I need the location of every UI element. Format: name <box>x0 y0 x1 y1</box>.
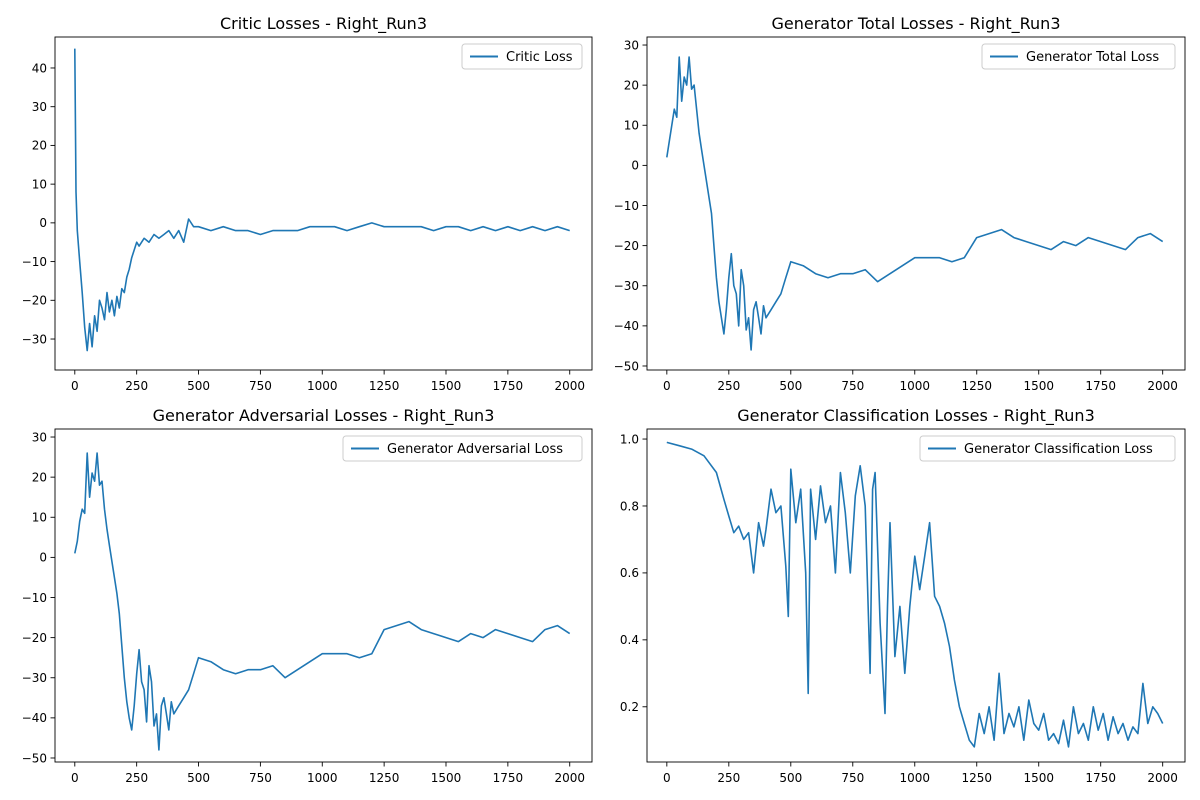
x-tick-label: 1750 <box>493 771 524 785</box>
plot-frame <box>54 428 593 763</box>
y-tick-label: 10 <box>32 511 47 525</box>
x-tick-label: 250 <box>125 771 148 785</box>
x-tick-label: 250 <box>125 379 148 393</box>
plot-frame <box>646 36 1186 371</box>
x-tick-label: 250 <box>717 379 740 393</box>
chart-title: Critic Losses - Right_Run3 <box>220 14 427 34</box>
chart-panel-4: Generator Classification Losses - Right_… <box>620 406 1186 785</box>
x-tick-label: 1000 <box>899 771 930 785</box>
y-tick-label: 10 <box>624 119 639 133</box>
y-tick-label: −50 <box>614 359 639 373</box>
legend: Generator Adversarial Loss <box>342 435 583 462</box>
x-tick-label: 1500 <box>1023 379 1054 393</box>
legend-box <box>919 435 1176 462</box>
legend-box <box>461 43 583 70</box>
x-tick-label: 500 <box>779 771 802 785</box>
x-tick-label: 0 <box>71 379 79 393</box>
x-tick-label: 750 <box>841 379 864 393</box>
x-tick-label: 250 <box>717 771 740 785</box>
chart-panel-1: Critic Losses - Right_Run3 0 250 500 750 1000… <box>22 14 593 393</box>
y-tick-label: 0 <box>39 216 47 230</box>
y-tick-label: 30 <box>624 38 639 52</box>
x-tick-label: 500 <box>187 771 210 785</box>
x-tick-label: 1250 <box>961 379 992 393</box>
x-tick-label: 500 <box>779 379 802 393</box>
x-tick-label: 1000 <box>899 379 930 393</box>
legend: Generator Classification Loss <box>919 435 1176 462</box>
y-tick-label: 30 <box>32 430 47 444</box>
legend: Critic Loss <box>461 43 583 70</box>
x-tick-label: 1250 <box>961 771 992 785</box>
x-tick-label: 0 <box>663 379 671 393</box>
legend-label: Generator Total Loss <box>1026 50 1159 65</box>
series-line-generator-adversarial-loss <box>74 452 571 751</box>
x-tick-label: 0 <box>71 771 79 785</box>
y-tick-label: 0.4 <box>620 633 639 647</box>
y-tick-label: 10 <box>32 177 47 191</box>
chart-panel-2: Generator Total Losses - Right_Run3 0 250 5… <box>614 14 1186 393</box>
x-tick-label: 1500 <box>1023 771 1054 785</box>
x-tick-label: 2000 <box>1147 379 1178 393</box>
y-tick-label: −20 <box>22 294 47 308</box>
y-tick-label: −20 <box>22 631 47 645</box>
y-tick-label: −10 <box>614 199 639 213</box>
y-tick-label: −10 <box>22 255 47 269</box>
y-tick-label: 0 <box>631 159 639 173</box>
y-tick-label: −40 <box>22 711 47 725</box>
y-tick-label: 0.2 <box>620 700 639 714</box>
series-line-generator-classification-loss <box>666 441 1164 748</box>
legend-box <box>342 435 583 462</box>
x-tick-label: 2000 <box>554 771 585 785</box>
x-tick-label: 2000 <box>1147 771 1178 785</box>
series-line-critic-loss <box>74 48 570 352</box>
chart-title: Generator Classification Losses - Right_… <box>737 406 1095 426</box>
x-tick-label: 1500 <box>431 771 462 785</box>
legend-label: Generator Adversarial Loss <box>387 442 563 457</box>
x-tick-label: 2000 <box>554 379 585 393</box>
y-tick-label: 1.0 <box>620 432 639 446</box>
x-tick-label: 1750 <box>1085 379 1116 393</box>
y-tick-label: 0.8 <box>620 499 639 513</box>
legend-label: Generator Classification Loss <box>964 442 1153 457</box>
y-tick-label: 20 <box>624 78 639 92</box>
x-tick-label: 1250 <box>369 379 400 393</box>
x-tick-label: 750 <box>841 771 864 785</box>
x-tick-label: 1750 <box>493 379 524 393</box>
legend-label: Critic Loss <box>506 50 573 65</box>
y-tick-label: −10 <box>22 591 47 605</box>
x-tick-label: 1000 <box>307 771 338 785</box>
x-tick-label: 0 <box>663 771 671 785</box>
chart-panel-3: Generator Adversarial Losses - Right_Run… <box>22 406 593 785</box>
x-tick-label: 1000 <box>307 379 338 393</box>
y-tick-label: −50 <box>22 751 47 765</box>
plot-frame <box>54 36 593 371</box>
x-tick-label: 750 <box>249 379 272 393</box>
x-tick-label: 750 <box>249 771 272 785</box>
x-tick-label: 1750 <box>1085 771 1116 785</box>
y-tick-label: 20 <box>32 470 47 484</box>
legend: Generator Total Loss <box>981 43 1176 70</box>
chart-title: Generator Total Losses - Right_Run3 <box>772 14 1061 34</box>
y-tick-label: 30 <box>32 100 47 114</box>
y-tick-label: 40 <box>32 61 47 75</box>
plot-frame <box>646 428 1186 763</box>
series-line-generator-total-loss <box>666 56 1164 351</box>
y-tick-label: −30 <box>614 279 639 293</box>
y-tick-label: −30 <box>22 671 47 685</box>
y-tick-label: −30 <box>22 332 47 346</box>
y-tick-label: −40 <box>614 319 639 333</box>
y-tick-label: 0.6 <box>620 566 639 580</box>
y-tick-label: −20 <box>614 239 639 253</box>
chart-title: Generator Adversarial Losses - Right_Run… <box>153 406 495 426</box>
y-tick-label: 20 <box>32 139 47 153</box>
x-tick-label: 500 <box>187 379 210 393</box>
x-tick-label: 1500 <box>431 379 462 393</box>
legend-box <box>981 43 1176 70</box>
y-tick-label: 0 <box>39 551 47 565</box>
x-tick-label: 1250 <box>369 771 400 785</box>
